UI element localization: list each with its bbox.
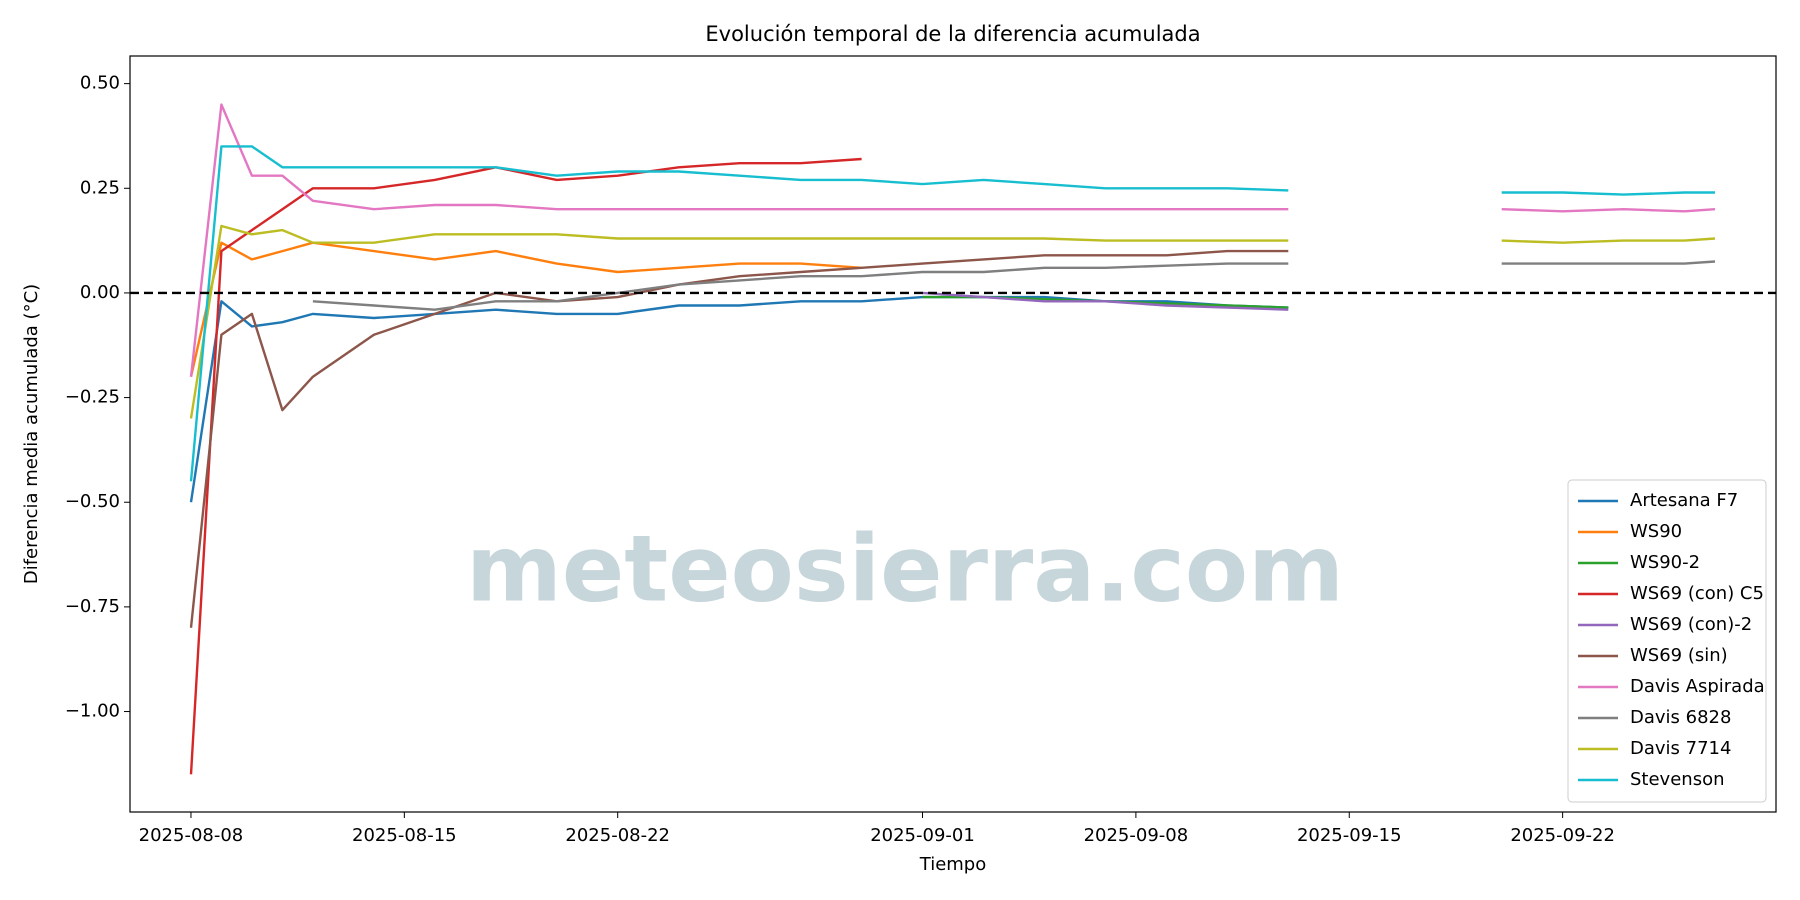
series-line (189, 295, 1289, 503)
series-line (189, 145, 1715, 482)
y-tick-label: −0.75 (65, 596, 120, 617)
legend-label: WS90-2 (1630, 552, 1700, 573)
series-line (189, 241, 862, 377)
legend-box (1567, 479, 1767, 803)
legend-label: Artesana F7 (1630, 490, 1738, 511)
chart-title: Evolución temporal de la diferencia acum… (705, 22, 1200, 46)
series-line (189, 103, 1716, 377)
series-line (922, 291, 1289, 311)
y-tick-label: 0.50 (80, 73, 120, 94)
legend-label: WS69 (sin) (1630, 645, 1728, 666)
legend-label: WS69 (con) C5 (1630, 583, 1764, 604)
series-line (189, 157, 862, 775)
x-tick-label: 2025-08-15 (352, 825, 457, 846)
legend-label: Davis Aspirada (1630, 676, 1765, 697)
y-axis-label: Diferencia media acumulada (°C) (21, 284, 42, 584)
series-line (312, 260, 1716, 311)
x-tick-label: 2025-08-08 (139, 825, 244, 846)
x-axis-label: Tiempo (919, 854, 987, 875)
x-tick-label: 2025-09-01 (870, 825, 975, 846)
y-tick-label: −1.00 (65, 701, 120, 722)
y-tick-label: 0.25 (80, 177, 120, 198)
series-line (189, 224, 1716, 419)
legend-label: WS69 (con)-2 (1630, 614, 1752, 635)
y-tick-label: 0.00 (80, 282, 120, 303)
x-tick-label: 2025-09-22 (1510, 825, 1615, 846)
y-tick-label: −0.50 (65, 491, 120, 512)
legend-label: Davis 7714 (1630, 738, 1731, 759)
legend-label: WS90 (1630, 521, 1682, 542)
legend-label: Davis 6828 (1630, 707, 1731, 728)
plot-frame (129, 55, 1777, 813)
legend-label: Stevenson (1630, 769, 1725, 790)
x-tick-label: 2025-09-08 (1084, 825, 1189, 846)
x-tick-label: 2025-08-22 (565, 825, 670, 846)
x-tick-label: 2025-09-15 (1297, 825, 1402, 846)
y-tick-label: −0.25 (65, 387, 120, 408)
watermark: meteosierra.com (466, 515, 1344, 622)
